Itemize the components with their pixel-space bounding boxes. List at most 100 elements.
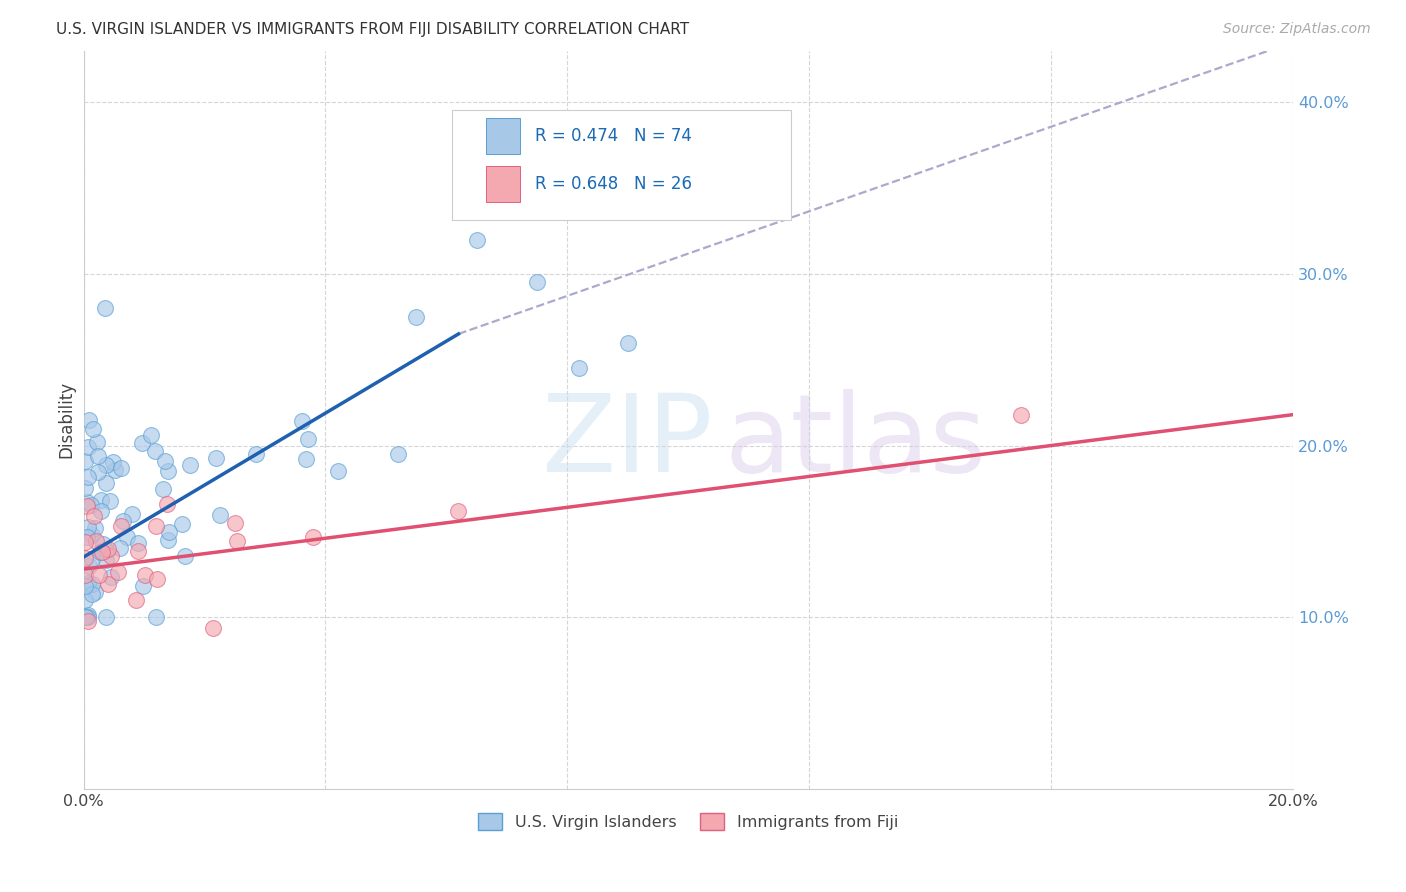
Point: [75, 454, 97, 468]
Text: Source: ZipAtlas.com: Source: ZipAtlas.com: [1223, 22, 1371, 37]
Point: [145, 444, 167, 458]
Point: [75, 610, 97, 624]
Point: [174, 549, 197, 564]
Point: [157, 524, 180, 539]
Point: [90, 504, 112, 518]
Point: [94, 543, 117, 558]
Legend: U.S. Virgin Islanders, Immigrants from Fiji: U.S. Virgin Islanders, Immigrants from F…: [471, 807, 905, 837]
Point: [80, 498, 103, 512]
Point: [172, 517, 194, 532]
Point: [75, 579, 97, 593]
Point: [96, 577, 118, 591]
Point: [326, 464, 349, 478]
Point: [156, 533, 179, 548]
Text: R = 0.648   N = 26: R = 0.648 N = 26: [534, 175, 692, 193]
Point: [87, 449, 110, 463]
Point: [90, 544, 112, 558]
Point: [82, 552, 104, 566]
Point: [76, 530, 98, 544]
Point: [76, 608, 98, 623]
Point: [94, 553, 117, 567]
Point: [77, 440, 100, 454]
Point: [94, 475, 117, 490]
Point: [157, 464, 180, 478]
Point: [201, 621, 224, 635]
Point: [76, 499, 98, 513]
Point: [100, 570, 122, 584]
Point: [89, 545, 111, 559]
Point: [110, 519, 132, 533]
Text: R = 0.474   N = 74: R = 0.474 N = 74: [534, 127, 692, 145]
Point: [75, 568, 97, 582]
Point: [447, 504, 470, 518]
Point: [145, 610, 167, 624]
Point: [94, 610, 117, 624]
Point: [86, 465, 108, 479]
Point: [209, 508, 232, 523]
Point: [291, 413, 314, 427]
Point: [76, 614, 98, 628]
Point: [94, 301, 117, 316]
Point: [387, 447, 409, 461]
Point: [107, 565, 129, 579]
Point: [82, 528, 104, 542]
Point: [90, 544, 112, 558]
Point: [1010, 408, 1032, 422]
Point: [82, 421, 104, 435]
Point: [145, 572, 167, 586]
Point: [617, 335, 640, 350]
Point: [155, 497, 177, 511]
Point: [77, 413, 100, 427]
Point: [97, 542, 120, 557]
Point: [205, 450, 228, 465]
Point: [83, 585, 105, 599]
Y-axis label: Disability: Disability: [58, 381, 75, 458]
Point: [127, 544, 149, 558]
Point: [108, 541, 131, 555]
Point: [153, 454, 176, 468]
Point: [131, 436, 153, 450]
Point: [89, 568, 111, 582]
Point: [90, 492, 112, 507]
Point: [98, 494, 121, 508]
Point: [145, 519, 167, 533]
Point: [226, 534, 249, 549]
Point: [76, 495, 98, 509]
Point: [80, 587, 103, 601]
Point: [75, 534, 97, 549]
Point: [83, 521, 105, 535]
Point: [91, 537, 114, 551]
Point: [297, 432, 319, 446]
Point: [75, 550, 97, 565]
Point: [80, 577, 103, 591]
Point: [115, 530, 138, 544]
Text: atlas: atlas: [724, 389, 987, 495]
Point: [77, 469, 100, 483]
Point: [104, 463, 127, 477]
Point: [110, 461, 132, 475]
Point: [76, 576, 98, 591]
Point: [224, 516, 246, 530]
Point: [75, 481, 97, 495]
Point: [179, 458, 201, 472]
Point: [568, 361, 591, 376]
Point: [127, 536, 149, 550]
Point: [302, 529, 325, 543]
Point: [84, 534, 107, 549]
Point: [152, 482, 174, 496]
Point: [96, 458, 118, 473]
Point: [121, 507, 143, 521]
Point: [134, 568, 156, 582]
Point: [526, 276, 548, 290]
Point: [77, 520, 100, 534]
Point: [103, 455, 125, 469]
Point: [405, 310, 427, 324]
Point: [77, 610, 100, 624]
Point: [245, 447, 267, 461]
Point: [112, 515, 135, 529]
Point: [83, 509, 105, 524]
Point: [132, 579, 155, 593]
Bar: [486, 118, 520, 153]
Bar: [486, 166, 520, 202]
Point: [295, 452, 318, 467]
